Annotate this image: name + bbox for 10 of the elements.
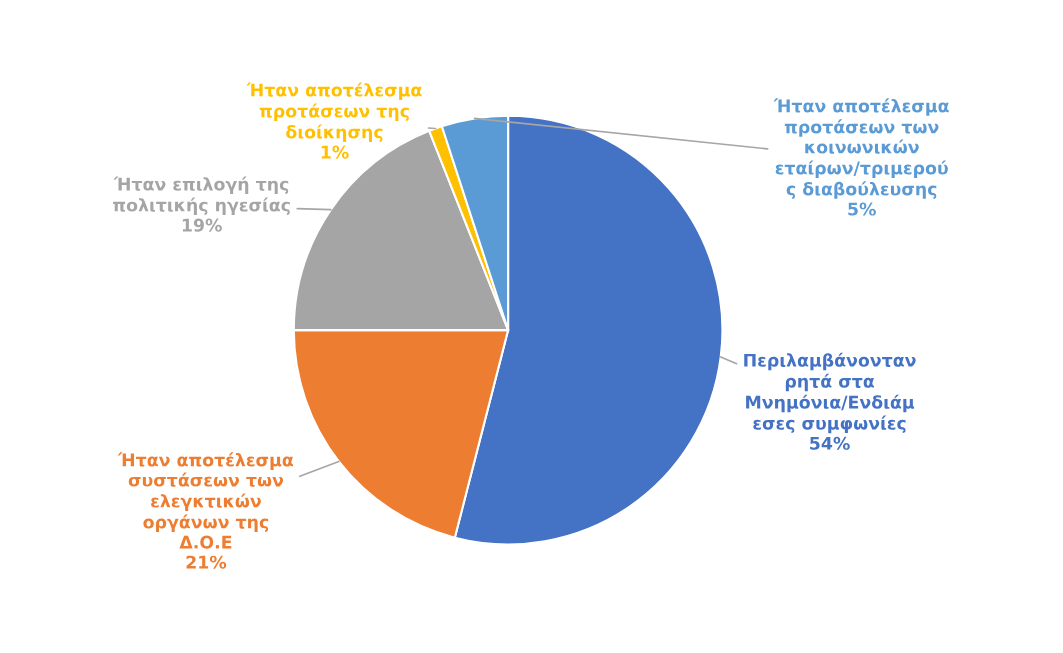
slice-label: Ήταν αποτέλεσμα προτάσεων των κοινωνικών εταίρων/τριμερού ς διαβούλευσης bbox=[773, 98, 949, 199]
data-label: 54% bbox=[810, 436, 850, 450]
data-label: 21% bbox=[186, 555, 227, 569]
data-label: 19% bbox=[182, 218, 222, 232]
slice-label: Περιλαμβάνονταν ρητά στα Μνημόνια/Ενδιάμ εσες συμφωνίες bbox=[744, 352, 916, 434]
slice-label: Ήταν αποτέλεσμα συστάσεων των ελεγκτικών οργάνων της Δ.Ο.Ε bbox=[117, 452, 294, 549]
data-label: 5% bbox=[848, 202, 876, 216]
data-label: 1% bbox=[321, 145, 349, 159]
slice-label: Ήταν αποτέλεσμα προτάσεων της διοίκησης bbox=[246, 82, 422, 142]
slice-label: Ήταν επιλογή της πολιτικής ηγεσίας bbox=[113, 176, 290, 215]
